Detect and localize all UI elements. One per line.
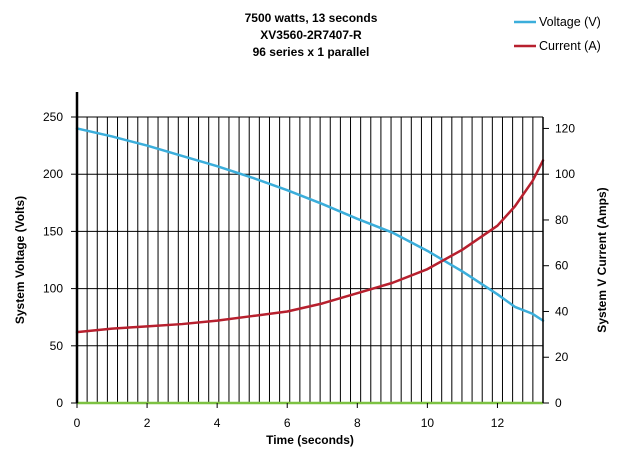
plot-layer	[75, 127, 545, 405]
legend: Voltage (V) Current (A)	[514, 15, 601, 53]
y-tick-label: 200	[43, 167, 63, 181]
x-tick-label: 4	[214, 416, 221, 430]
y2-tick-label: 40	[555, 304, 569, 318]
y2-tick-label: 0	[555, 396, 562, 410]
x-axis-title: Time (seconds)	[266, 433, 354, 447]
x-tick-label: 6	[284, 416, 291, 430]
voltage-series-line	[75, 127, 545, 322]
y2-tick-label: 100	[555, 167, 575, 181]
y2-tick-label: 60	[555, 259, 569, 273]
y-tick-label: 250	[43, 110, 63, 124]
y-tick-label: 0	[56, 396, 63, 410]
x-tick-label: 0	[74, 416, 81, 430]
chart-title: 7500 watts, 13 seconds XV3560-2R7407-R 9…	[245, 11, 378, 59]
x-tick-label: 8	[354, 416, 361, 430]
legend-voltage-label: Voltage (V)	[539, 15, 601, 29]
grid-layer	[77, 116, 544, 403]
y-tick-label: 50	[50, 339, 64, 353]
legend-current-label: Current (A)	[539, 39, 601, 53]
x-tick-label: 12	[491, 416, 505, 430]
x-tick-label: 10	[421, 416, 435, 430]
y2-tick-label: 120	[555, 121, 575, 135]
y-tick-label: 100	[43, 282, 63, 296]
y2-tick-label: 20	[555, 350, 569, 364]
current-series-line	[75, 159, 545, 334]
chart-title-line-3: 96 series x 1 parallel	[253, 45, 370, 59]
chart-title-line-2: XV3560-2R7407-R	[260, 28, 362, 42]
chart-title-line-1: 7500 watts, 13 seconds	[245, 11, 378, 25]
y-tick-label: 150	[43, 224, 63, 238]
y-axis-title: System Voltage (Volts)	[13, 196, 27, 324]
x-tick-label: 2	[144, 416, 151, 430]
y2-tick-label: 80	[555, 213, 569, 227]
y2-axis-title: System V Current (Amps)	[595, 187, 609, 332]
